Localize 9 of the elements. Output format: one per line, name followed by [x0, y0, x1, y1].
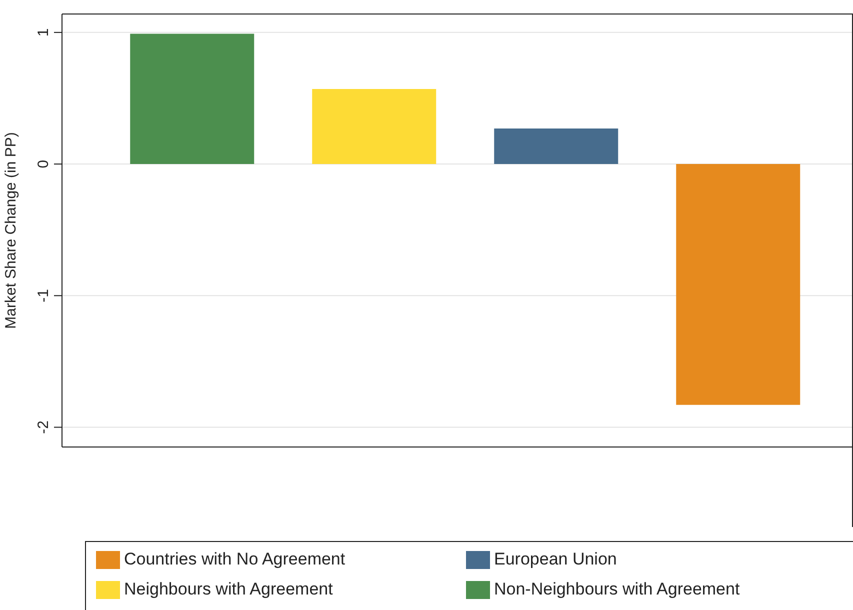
y-tick-label: -1	[35, 288, 52, 302]
y-axis-title: Market Share Change (in PP)	[2, 132, 20, 329]
legend-label: Non-Neighbours with Agreement	[494, 579, 740, 598]
legend-label: Countries with No Agreement	[124, 549, 346, 568]
y-tick-label: -2	[35, 420, 52, 434]
legend-label: Neighbours with Agreement	[124, 579, 333, 598]
y-tick-label: 1	[35, 28, 52, 37]
y-tick-label: 0	[35, 160, 52, 168]
legend-label: European Union	[494, 549, 617, 568]
